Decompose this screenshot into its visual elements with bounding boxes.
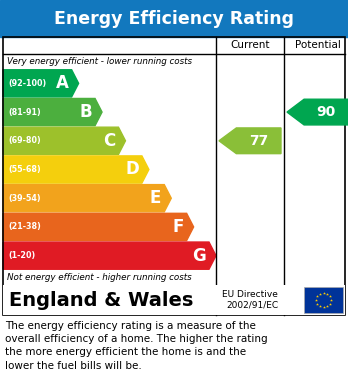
Text: England & Wales: England & Wales — [9, 291, 193, 310]
Bar — [304, 287, 343, 313]
Text: (39-54): (39-54) — [8, 194, 41, 203]
Text: B: B — [79, 103, 92, 121]
Text: Not energy efficient - higher running costs: Not energy efficient - higher running co… — [7, 273, 192, 282]
Text: D: D — [125, 160, 139, 179]
Polygon shape — [3, 213, 193, 240]
Bar — [3, 37, 345, 315]
Polygon shape — [287, 99, 348, 125]
Text: Very energy efficient - lower running costs: Very energy efficient - lower running co… — [7, 57, 192, 66]
Text: 90: 90 — [316, 105, 336, 119]
Polygon shape — [3, 127, 126, 154]
Text: C: C — [103, 132, 116, 150]
Text: (92-100): (92-100) — [8, 79, 46, 88]
Text: (81-91): (81-91) — [8, 108, 41, 117]
Text: The energy efficiency rating is a measure of the
overall efficiency of a home. T: The energy efficiency rating is a measur… — [5, 321, 268, 371]
Polygon shape — [219, 128, 281, 154]
Text: EU Directive
2002/91/EC: EU Directive 2002/91/EC — [222, 290, 278, 310]
Text: A: A — [56, 74, 69, 92]
Text: 77: 77 — [249, 134, 268, 148]
Text: F: F — [172, 218, 184, 236]
Bar — [3, 285, 345, 315]
Polygon shape — [3, 185, 171, 212]
Text: (21-38): (21-38) — [8, 222, 41, 231]
Polygon shape — [3, 99, 102, 126]
Text: G: G — [192, 247, 206, 265]
Text: (69-80): (69-80) — [8, 136, 41, 145]
Text: Potential: Potential — [294, 41, 340, 50]
Text: Energy Efficiency Rating: Energy Efficiency Rating — [54, 9, 294, 27]
Bar — [0, 0, 348, 37]
Polygon shape — [3, 156, 149, 183]
Text: Current: Current — [230, 41, 270, 50]
Polygon shape — [3, 70, 79, 97]
Text: E: E — [150, 189, 161, 207]
Text: (1-20): (1-20) — [8, 251, 35, 260]
Text: (55-68): (55-68) — [8, 165, 41, 174]
Polygon shape — [3, 242, 216, 269]
